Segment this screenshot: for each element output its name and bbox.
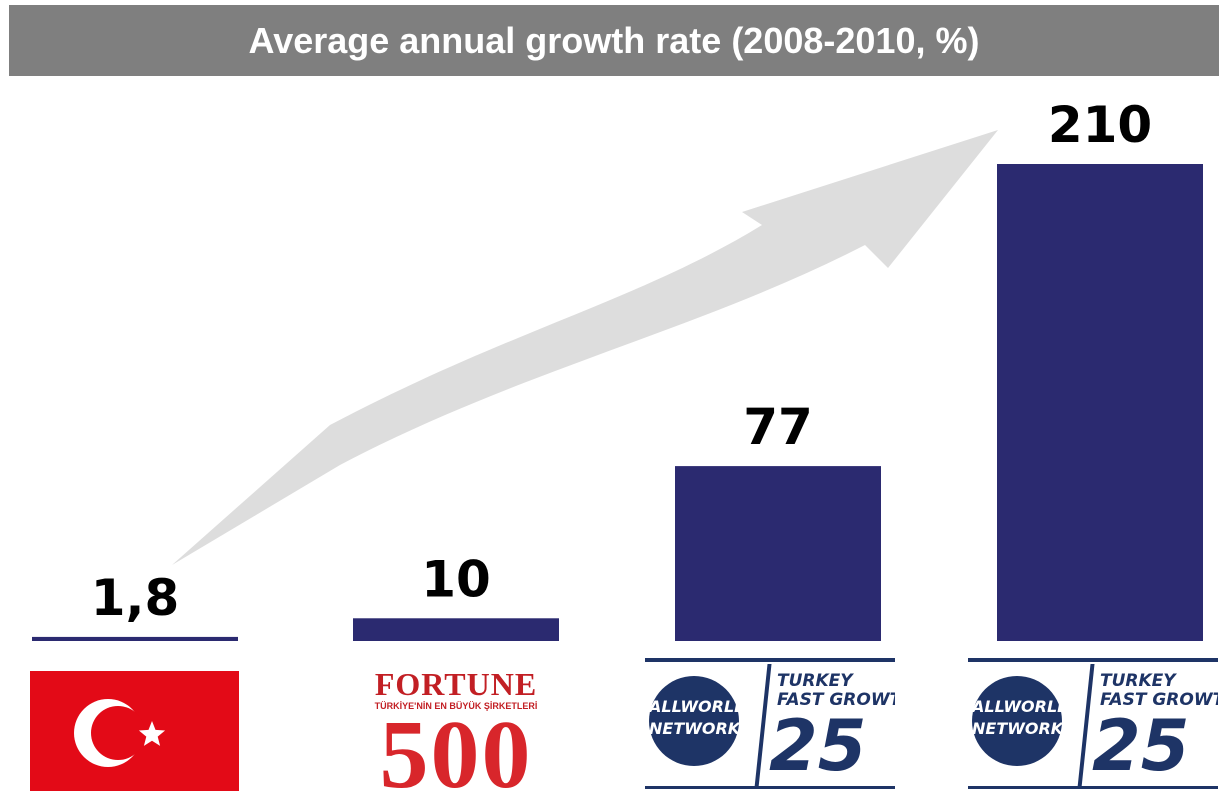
bar-1 [32,636,238,641]
chart-title: Average annual growth rate (2008-2010, %… [248,19,980,61]
fortune-number: 500 [379,701,533,791]
fortune-500-logo: FORTUNE TÜRKİYE'NİN EN BÜYÜK ŞİRKETLERİ … [352,660,560,791]
fortune-name: FORTUNE [374,666,538,702]
allworld-number: 25 [1092,705,1190,787]
allworld-line2: FAST GROWTH [777,690,895,710]
value-label-1: 1,8 [91,569,180,627]
allworld-line1: TURKEY [1100,671,1176,691]
bar-3 [675,466,881,641]
allworld-line2: FAST GROWTH [1100,690,1218,710]
allworld-circle-line2: NETWORK [649,719,741,738]
allworld-circle-icon [972,676,1062,766]
bar-4 [997,164,1203,641]
value-label-2: 10 [421,550,491,608]
chart-title-bar: Average annual growth rate (2008-2010, %… [9,5,1219,76]
bar-2 [353,618,559,641]
allworld-line1: TURKEY [777,671,853,691]
crescent-star-icon [74,699,166,767]
allworld-circle-line1: ALLWORLD [972,697,1071,716]
allworld-circle-line1: ALLWORLD [649,697,748,716]
fortune-subtitle: TÜRKİYE'NİN EN BÜYÜK ŞİRKETLERİ [374,701,538,711]
allworld-circle-line2: NETWORK [972,719,1064,738]
value-label-3: 77 [743,398,813,456]
allworld-number: 25 [769,705,867,787]
value-label-4: 210 [1048,96,1152,154]
trend-arrow [172,130,998,565]
turkey-flag [30,671,239,791]
allworld-circle-icon [649,676,739,766]
